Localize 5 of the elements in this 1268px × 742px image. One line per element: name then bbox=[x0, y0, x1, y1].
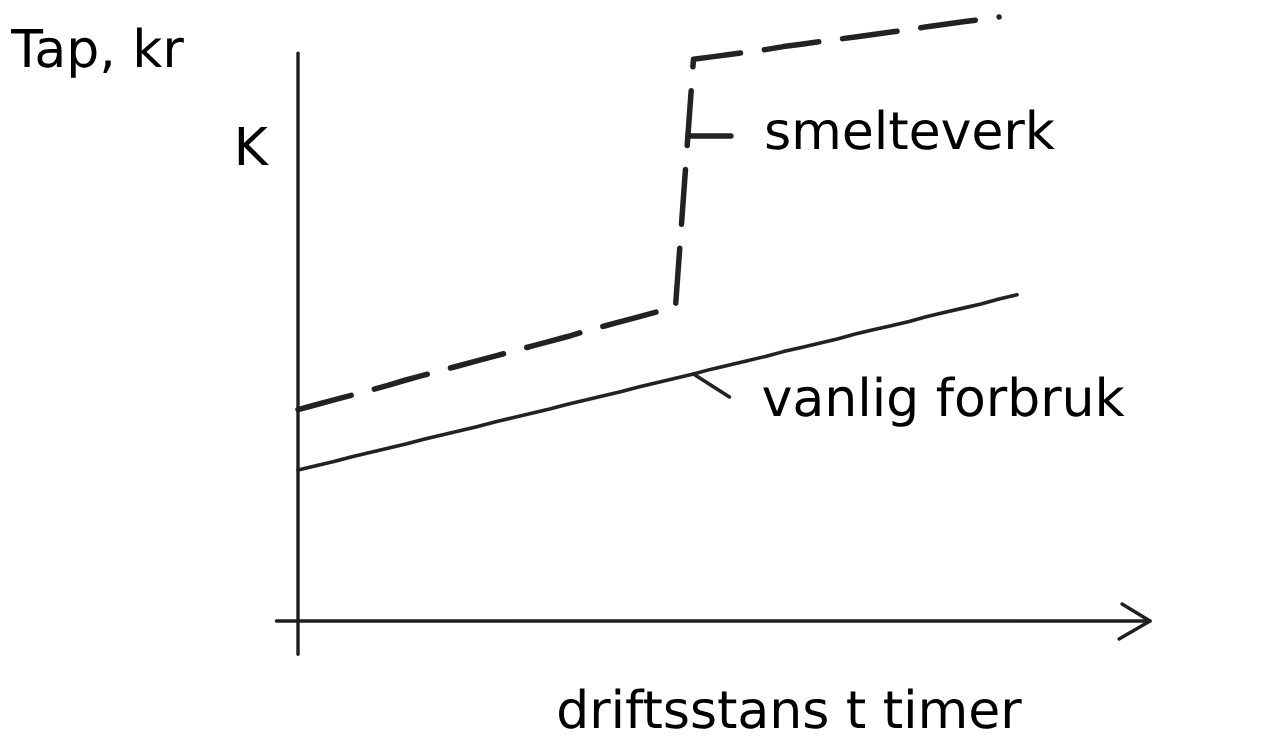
legend-label: smelteverk bbox=[766, 109, 1055, 150]
legend-label: vanlig forbruk bbox=[763, 376, 1125, 427]
x-axis-title: driftsstans t timer bbox=[559, 688, 1022, 729]
y-axis-title: Tap, kr bbox=[11, 27, 184, 78]
text: K bbox=[238, 127, 269, 165]
